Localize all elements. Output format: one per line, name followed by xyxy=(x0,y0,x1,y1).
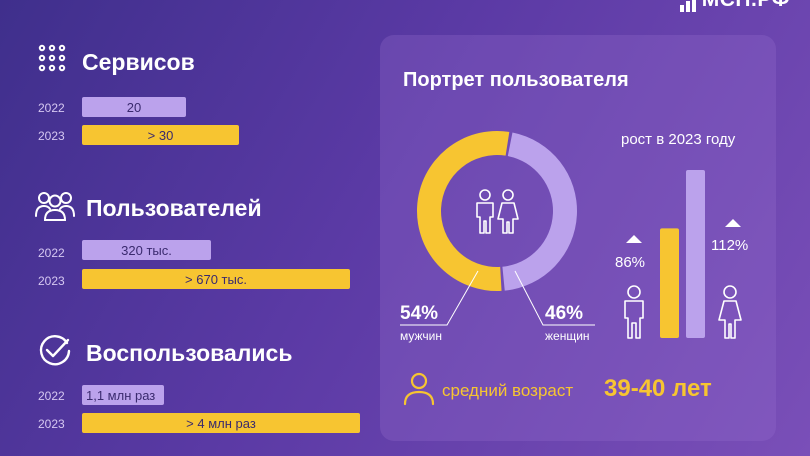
bar-used-2023: > 4 млн раз xyxy=(82,413,360,433)
growth-bar-men xyxy=(660,228,679,338)
growth-bar-women xyxy=(686,170,705,338)
dots-grid-icon xyxy=(38,44,66,72)
men-percent: 54% xyxy=(400,303,439,324)
bar-used-2022: 1,1 млн раз xyxy=(82,385,164,405)
portrait-title: Портрет пользователя xyxy=(403,69,629,91)
year-label: 2023 xyxy=(38,274,65,288)
year-label: 2023 xyxy=(38,129,65,143)
section-title-services: Сервисов xyxy=(82,49,195,75)
woman-figure-icon xyxy=(718,285,742,339)
logo-text: МСП.РФ xyxy=(702,0,790,12)
average-age-label: средний возраст xyxy=(442,381,574,400)
man-figure-icon xyxy=(624,285,644,339)
arrow-up-icon xyxy=(725,219,741,227)
average-age-value: 39-40 лет xyxy=(604,375,712,402)
bar-services-2023: > 30 xyxy=(82,125,239,145)
men-label: мужчин xyxy=(400,329,442,343)
women-percent: 46% xyxy=(545,303,584,324)
year-label: 2022 xyxy=(38,101,65,115)
growth-women-percent: 112% xyxy=(711,237,749,254)
users-group-icon xyxy=(35,192,75,221)
donut-slice-men xyxy=(416,131,510,291)
growth-men-percent: 86% xyxy=(615,254,646,271)
logo-bars-icon xyxy=(679,0,696,12)
brand-logo: МСП.РФ xyxy=(679,0,790,12)
bar-users-2022: 320 тыс. xyxy=(82,240,211,260)
growth-title: рост в 2023 году xyxy=(621,131,736,148)
section-title-users: Пользователей xyxy=(86,195,262,221)
person-icon xyxy=(403,372,435,406)
leader-line-men xyxy=(400,269,480,326)
bar-users-2023: > 670 тыс. xyxy=(82,269,350,289)
arrow-up-icon xyxy=(626,235,642,243)
women-label: женщин xyxy=(545,329,590,343)
check-circle-icon xyxy=(39,335,71,366)
donut-slice-women xyxy=(502,132,577,291)
year-label: 2022 xyxy=(38,389,65,403)
year-label: 2022 xyxy=(38,246,65,260)
section-title-used: Воспользовались xyxy=(86,340,293,366)
year-label: 2023 xyxy=(38,417,65,431)
man-woman-icon xyxy=(476,189,519,234)
leader-line-women xyxy=(513,269,595,326)
bar-services-2022: 20 xyxy=(82,97,186,117)
